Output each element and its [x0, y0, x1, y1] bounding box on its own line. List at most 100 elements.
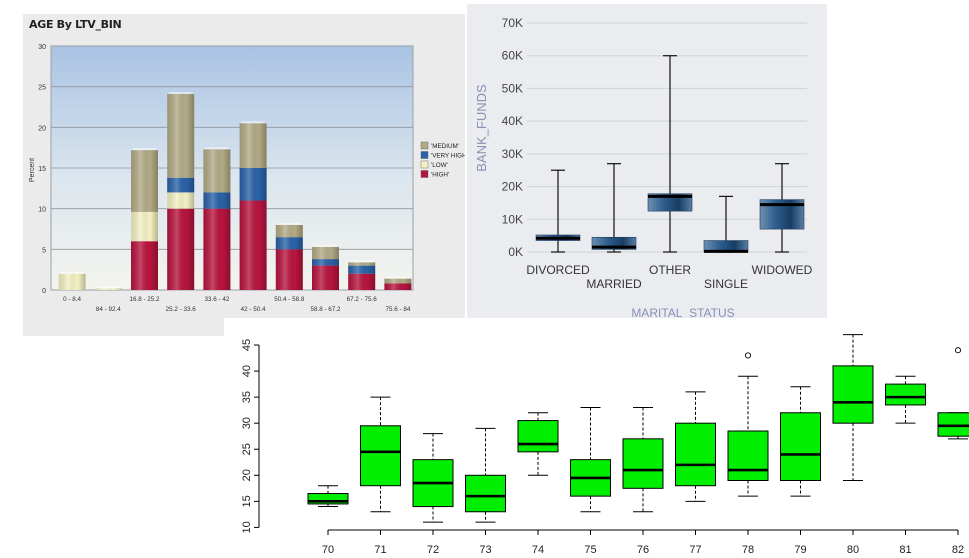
- bar-segment-shade: [312, 259, 339, 266]
- bar-segment-shade: [203, 149, 231, 193]
- boxplot-ytick-label: 70K: [502, 16, 523, 30]
- bar-segment-shade: [348, 273, 376, 290]
- green-boxplot-box: [832, 365, 874, 424]
- green-boxplot-box: [780, 412, 821, 481]
- boxplot-box: [647, 193, 693, 212]
- green-boxplot-box: [517, 420, 559, 453]
- green-boxplot-xtick-label: 82: [952, 544, 964, 556]
- bar-segment-shade: [348, 262, 376, 266]
- green-boxplot-xtick-label: 78: [742, 544, 754, 556]
- green-boxplot-panel: 10 15 20 25 30 35 40 45 70 71 72 73 74 75 76 77 78 79 80 81…: [224, 318, 969, 558]
- bar-segment-shade: [131, 211, 158, 242]
- bar-chart-title: AGE By LTV_BIN: [29, 18, 122, 31]
- bar-segment-shade: [348, 265, 376, 274]
- bar-segment-shade: [203, 208, 231, 290]
- bar-top: [203, 147, 231, 150]
- bar-ytick-label: 25: [38, 85, 46, 92]
- green-boxplot-xtick-label: 73: [479, 544, 491, 556]
- bar-ytick-label: 0: [42, 288, 46, 295]
- bar-segment-shade: [275, 224, 303, 238]
- green-boxplot-ytick-label: 45: [241, 339, 253, 351]
- bar-segment-shade: [167, 192, 195, 209]
- bar-xtick-label: 67.2 - 75.6: [347, 296, 378, 303]
- bar-top: [239, 121, 267, 124]
- green-boxplot-box: [937, 412, 969, 437]
- bar-segment-shade: [312, 265, 339, 290]
- green-boxplot-box: [885, 383, 926, 406]
- bar-xtick-label: 25.2 - 33.6: [166, 306, 197, 313]
- green-boxplot-box: [307, 493, 349, 505]
- bar-xtick-label: 16.8 - 25.2: [129, 296, 160, 303]
- green-boxplot-xtick-label: 71: [374, 544, 386, 556]
- bar-segment-shade: [275, 249, 303, 290]
- bar-ytick-label: 15: [38, 166, 46, 173]
- bar-ytick-label: 10: [38, 207, 46, 214]
- green-boxplot-ytick-label: 10: [241, 521, 253, 533]
- bar-segment-shade: [131, 241, 158, 290]
- boxplot-ytick-label: 10K: [502, 212, 523, 226]
- green-boxplot-xtick-label: 76: [637, 544, 649, 556]
- bar-segment-shade: [167, 93, 195, 178]
- bar-segment-shade: [167, 208, 195, 290]
- legend-swatch: [420, 170, 429, 178]
- bar-xtick-label: 84 - 92.4: [96, 306, 121, 313]
- bar-segment-shade: [203, 192, 231, 209]
- boxplot-xtick-label: MARRIED: [586, 277, 642, 291]
- boxplot-xtick-label: OTHER: [649, 263, 691, 277]
- green-boxplot-xtick-label: 74: [532, 544, 544, 556]
- bar-top: [94, 286, 122, 289]
- green-boxplot-xtick-label: 72: [427, 544, 439, 556]
- bar-xtick-label: 0 - 8.4: [63, 296, 81, 303]
- green-boxplot-box: [727, 430, 769, 481]
- bar-segment-shade: [239, 123, 267, 168]
- bar-segment-shade: [312, 246, 339, 260]
- bar-xtick-label: 33.6 - 42: [204, 296, 229, 303]
- green-boxplot-box: [675, 422, 716, 487]
- boxplot-ytick-label: 40K: [502, 114, 523, 128]
- boxplot-ytick-label: 30K: [502, 147, 523, 161]
- boxplot-ylabel: BANK_FUNDS: [474, 84, 489, 172]
- bar-segment-shade: [239, 168, 267, 201]
- green-boxplot-xtick-label: 81: [899, 544, 911, 556]
- legend-label: 'MEDIUM': [431, 143, 459, 150]
- green-boxplot-outlier: [954, 347, 962, 354]
- boxplot-xlabel: MARITAL_STATUS: [631, 306, 734, 318]
- bar-top: [167, 91, 195, 94]
- green-boxplot-ytick-label: 15: [241, 495, 253, 507]
- ltv-bar-chart-panel: AGE By LTV_BIN 0 5 10 15 20 25 30 0 - 8.4 84 - …: [23, 14, 465, 336]
- legend-swatch: [420, 160, 429, 169]
- boxplot-ytick-label: 0K: [508, 245, 523, 259]
- bar-segment-shade: [239, 200, 267, 290]
- boxplot-xtick-label: SINGLE: [704, 277, 748, 291]
- bar-xtick-label: 58.8 - 67.2: [310, 306, 341, 313]
- green-boxplot-box: [360, 425, 401, 487]
- bar-top: [348, 260, 376, 263]
- bank-funds-boxplot-panel: 0K 10K 20K 30K 40K 50K 60K 70K DIVORCED MARRIED O…: [467, 4, 827, 318]
- bar-xtick-label: 42 - 50.4: [241, 306, 266, 313]
- legend-swatch: [420, 151, 429, 159]
- bar-top: [275, 222, 303, 225]
- bar-segment-shade: [58, 273, 86, 290]
- bar-top: [384, 276, 412, 279]
- green-boxplot-xtick-label: 80: [847, 544, 859, 556]
- green-boxplot: 10 15 20 25 30 35 40 45 70 71 72 73 74 75 76 77 78 79 80 81…: [241, 334, 969, 556]
- bar-segment-shade: [131, 150, 158, 212]
- green-boxplot-ytick-label: 25: [241, 443, 253, 455]
- boxplot-ytick-label: 50K: [502, 81, 523, 95]
- bar-xtick-label: 50.4 - 58.8: [274, 296, 305, 303]
- legend-label: 'VERY HIGH': [431, 153, 465, 160]
- bar-segment-shade: [167, 177, 195, 193]
- bar-chart-ylabel: Percent: [29, 158, 36, 182]
- bar-top: [58, 271, 86, 274]
- legend-label: 'HIGH': [431, 172, 449, 179]
- bar-ytick-label: 30: [38, 44, 46, 51]
- green-boxplot-ytick-label: 20: [241, 469, 253, 481]
- boxplot-xtick-label: DIVORCED: [526, 263, 590, 277]
- green-boxplot-ytick-label: 30: [241, 417, 253, 429]
- ltv-bar-chart: 0 5 10 15 20 25 30 0 - 8.4 84 - 92.4 16.8 - 25.2…: [29, 44, 465, 313]
- boxplot-xtick-label: WIDOWED: [752, 263, 813, 277]
- boxplot-ytick-label: 60K: [502, 49, 523, 63]
- green-boxplot-xtick-label: 70: [322, 544, 334, 556]
- green-boxplot-box: [622, 438, 664, 489]
- bar-segment-shade: [94, 288, 122, 290]
